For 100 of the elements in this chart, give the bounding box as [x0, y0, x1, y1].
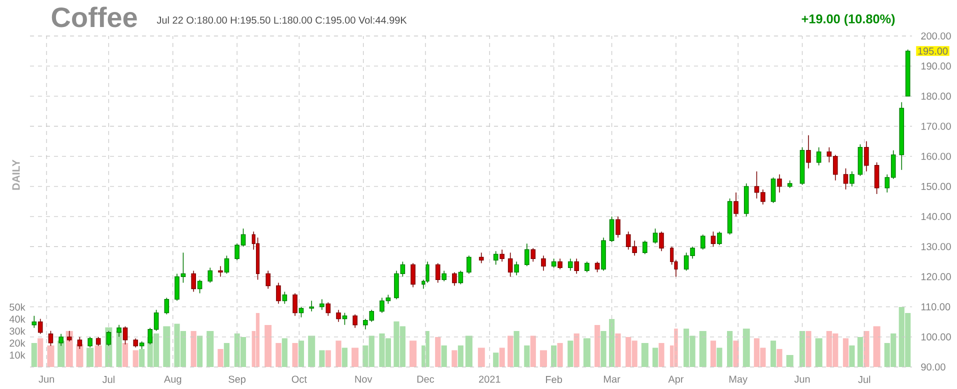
- candlestick: [777, 174, 782, 193]
- bar: [47, 345, 54, 367]
- x-tick-label: Nov: [355, 376, 372, 383]
- y-tick-label: 160.00: [921, 152, 951, 160]
- bar: [857, 337, 864, 367]
- candlestick: [326, 302, 331, 316]
- y-tick-label: 200.00: [921, 32, 951, 40]
- y-tick-label: 130.00: [921, 243, 951, 250]
- bar: [298, 340, 304, 367]
- candlestick: [642, 240, 648, 255]
- text: +19.00 (10.80%): [802, 14, 895, 26]
- candlestick: [191, 270, 196, 292]
- bar: [276, 342, 282, 367]
- y2-tick-label: 40k: [9, 315, 26, 323]
- bar: [568, 340, 574, 367]
- x-tick-label: Jul: [858, 376, 870, 384]
- candlestick: [574, 258, 579, 274]
- bar: [557, 342, 563, 367]
- candlestick: [710, 231, 716, 248]
- y-tick-label: 90.00: [921, 363, 946, 371]
- bar: [600, 331, 606, 367]
- bar: [551, 345, 557, 367]
- candlestick: [452, 272, 457, 286]
- candlestick: [568, 258, 573, 272]
- bar: [873, 326, 880, 367]
- candlestick: [352, 314, 358, 328]
- candlestick: [88, 336, 92, 348]
- candlestick: [32, 315, 37, 328]
- candlestick: [514, 261, 519, 276]
- bar: [458, 345, 464, 367]
- candlestick: [478, 252, 484, 264]
- bar: [716, 348, 722, 367]
- bar: [308, 336, 316, 367]
- candlestick: [530, 248, 536, 262]
- bar: [652, 348, 658, 367]
- y2-tick-label: 50k: [10, 303, 26, 311]
- y-tick-label: 180.00: [921, 92, 951, 100]
- candlestick: [309, 300, 314, 312]
- bar: [292, 342, 298, 367]
- candlestick: [500, 249, 504, 262]
- bar: [849, 345, 855, 367]
- bar: [66, 331, 73, 367]
- bar: [452, 350, 458, 367]
- y2-tick-label: 20k: [10, 339, 26, 347]
- bar: [352, 348, 359, 367]
- candlestick: [524, 243, 530, 267]
- candlestick: [133, 338, 138, 348]
- bar: [727, 331, 733, 367]
- bar: [815, 338, 822, 367]
- candlestick: [508, 252, 513, 278]
- bar: [658, 342, 664, 367]
- bar: [615, 333, 621, 367]
- chart-title: Coffee: [52, 6, 137, 28]
- candlestick: [466, 255, 472, 274]
- candlestick: [616, 216, 620, 238]
- candlestick: [218, 266, 223, 278]
- candlestick: [558, 258, 562, 270]
- bar: [733, 340, 739, 367]
- bar: [806, 331, 812, 367]
- candlestick: [717, 231, 722, 246]
- bar: [410, 340, 417, 367]
- x-tick-label: Aug: [164, 376, 182, 385]
- bar: [86, 348, 94, 367]
- bar: [31, 342, 37, 367]
- x-tick-label: Jul: [102, 376, 114, 384]
- candlestick: [770, 177, 776, 204]
- candlestick: [320, 298, 324, 310]
- x-tick-label: Oct: [292, 376, 307, 383]
- bar: [441, 345, 447, 367]
- candlestick: [38, 318, 43, 334]
- candlestick: [282, 291, 288, 304]
- y-tick-label: 120.00: [921, 273, 951, 280]
- candlestick: [551, 258, 556, 268]
- candlestick: [659, 231, 664, 252]
- candlestick: [670, 246, 674, 266]
- bar: [264, 325, 272, 367]
- x-tick-label: Jun: [794, 376, 810, 383]
- bar: [540, 350, 547, 367]
- x-tick-label: 2021: [479, 376, 500, 383]
- bar: [641, 342, 648, 367]
- bar: [583, 338, 590, 367]
- bar: [742, 328, 750, 367]
- candlestick: [806, 134, 811, 169]
- bar: [493, 352, 499, 367]
- bar: [218, 349, 224, 367]
- candlestick: [276, 282, 281, 304]
- bar: [770, 340, 776, 367]
- y-tick-label: 140.00: [921, 212, 951, 220]
- candlestick: [292, 292, 298, 316]
- candlestick: [336, 309, 341, 322]
- bar: [196, 336, 203, 367]
- bar: [435, 337, 441, 367]
- bar: [465, 336, 472, 367]
- bar: [799, 331, 806, 367]
- bar: [132, 350, 138, 367]
- bar: [38, 338, 44, 367]
- candlestick: [342, 312, 348, 326]
- candlestick: [850, 171, 854, 187]
- bar: [256, 313, 260, 367]
- bar: [319, 350, 325, 367]
